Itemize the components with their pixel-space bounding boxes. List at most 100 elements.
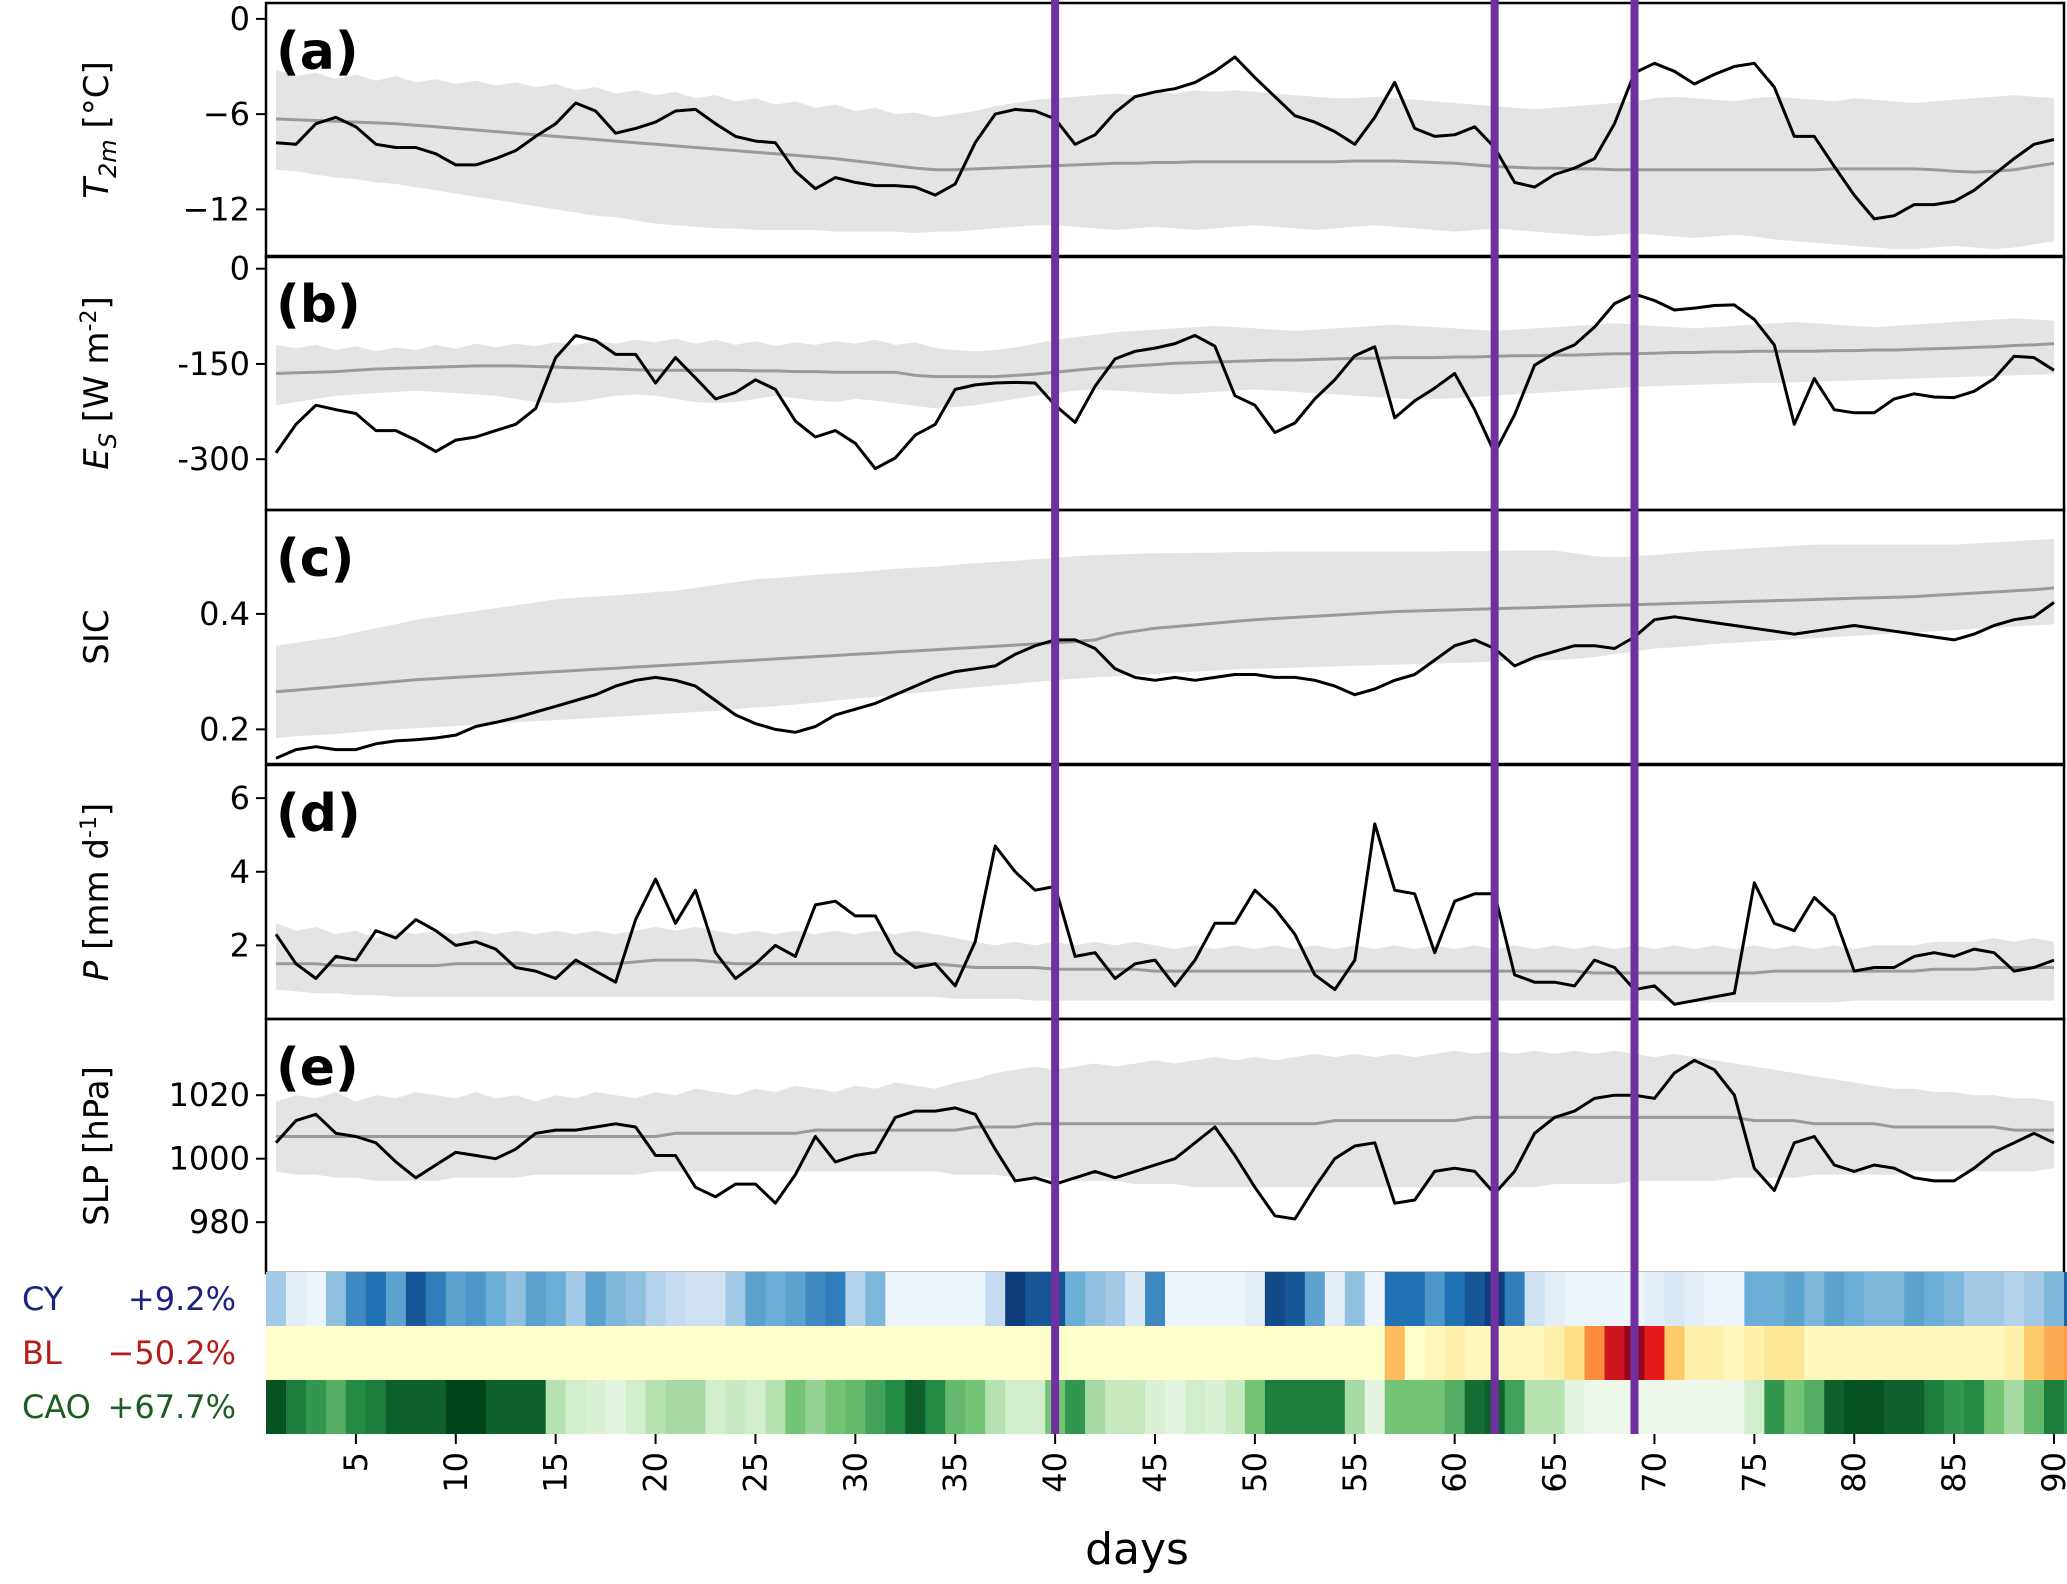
- strip-label: BL: [22, 1334, 62, 1372]
- y-tick-label: −6: [203, 95, 250, 133]
- strip-cell: [1304, 1380, 1326, 1434]
- strip-cell: [985, 1326, 1006, 1380]
- panel-letter: (d): [276, 784, 361, 844]
- strip-cell: [605, 1380, 627, 1434]
- strip-cell: [305, 1380, 327, 1434]
- strip-cell: [465, 1380, 487, 1434]
- climatology-line: [276, 1115, 2054, 1138]
- strip-cell: [805, 1326, 826, 1380]
- strip-cell: [1724, 1272, 1745, 1326]
- strip-cell: [1784, 1380, 1805, 1434]
- strip-cell: [1444, 1380, 1466, 1434]
- panel-d: 6 4 2 (d) P [mm d-1]: [77, 763, 2066, 1021]
- spread-band: [276, 1050, 2054, 1188]
- x-tick-label: 35: [936, 1452, 974, 1493]
- strip-label: CY: [22, 1280, 64, 1318]
- strip-cell: [1284, 1380, 1306, 1434]
- strip-cell: [1884, 1326, 1905, 1380]
- strip-cell: [1105, 1326, 1126, 1380]
- x-tick-label: 80: [1835, 1452, 1873, 1493]
- strip-cell: [1684, 1272, 1705, 1326]
- strip-cell: [585, 1380, 607, 1434]
- strip-cell: [2064, 1380, 2067, 1434]
- strip-cell: [1125, 1380, 1146, 1434]
- strip-cell: [1924, 1272, 1945, 1326]
- strip-cell: [565, 1380, 587, 1434]
- strip-cell: [1204, 1272, 1226, 1326]
- strip-cell: [585, 1272, 607, 1326]
- strip-cell: [1664, 1380, 1686, 1434]
- strip-cell: [1025, 1272, 1046, 1326]
- strip-cell: [965, 1326, 986, 1380]
- strip-cell: [1844, 1272, 1865, 1326]
- strip-cell: [945, 1272, 966, 1326]
- strip-cell: [266, 1380, 287, 1434]
- strip-cell: [745, 1326, 767, 1380]
- strip-cell: [1684, 1380, 1705, 1434]
- strip-cell: [1744, 1326, 1765, 1380]
- y-tick-label: -300: [177, 440, 250, 478]
- x-tick-label: 85: [1935, 1452, 1973, 1493]
- strip-cell: [365, 1380, 387, 1434]
- strip-cell: [1824, 1272, 1845, 1326]
- x-axis: 5 10 15 20 25 30 35 40 45 50 55 60 65 70 75 80 85 90: [337, 1434, 2067, 1493]
- panel-letter: (a): [276, 22, 359, 82]
- strip-cell: [785, 1272, 806, 1326]
- strip-cell: [1384, 1272, 1406, 1326]
- strip-cell: [625, 1326, 647, 1380]
- strip-cell: [665, 1380, 687, 1434]
- strip-cell: [905, 1272, 926, 1326]
- strip-cell: [1604, 1380, 1626, 1434]
- strip-cell: [405, 1272, 427, 1326]
- strip-cell: [1544, 1326, 1566, 1380]
- strip-cell: [1764, 1380, 1785, 1434]
- strip-cell: [865, 1380, 886, 1434]
- x-tick-label: 5: [337, 1452, 375, 1472]
- strip-cell: [1844, 1380, 1865, 1434]
- strip-cell: [485, 1326, 507, 1380]
- strip-cell: [1964, 1326, 1985, 1380]
- strip-percent: −50.2%: [108, 1334, 236, 1372]
- strip-cell: [1584, 1380, 1606, 1434]
- strip-cell: [1944, 1326, 1965, 1380]
- strip-cell: [1644, 1326, 1666, 1380]
- strip-cell: [1384, 1380, 1406, 1434]
- spread-band: [276, 923, 2054, 1003]
- strip-cell: [1524, 1380, 1546, 1434]
- panel-c: 0.4 0.2 (c) SIC: [77, 508, 2066, 766]
- strip-cell: [1065, 1272, 1086, 1326]
- strip-cell: [905, 1380, 926, 1434]
- strip-cell: [1145, 1380, 1166, 1434]
- strip-cell: [545, 1326, 567, 1380]
- strip-cell: [1884, 1380, 1905, 1434]
- panel-letter: (c): [276, 529, 354, 589]
- strip-cell: [385, 1380, 407, 1434]
- strip-cell: [1344, 1326, 1366, 1380]
- strip-cell: [2044, 1380, 2065, 1434]
- strip-cell: [2024, 1272, 2045, 1326]
- strip-cell: [545, 1380, 567, 1434]
- strip-cell: [465, 1326, 487, 1380]
- strip-cell: [925, 1272, 946, 1326]
- strip-cell: [765, 1272, 787, 1326]
- strip-cell: [805, 1380, 826, 1434]
- strip-cell: [1604, 1272, 1626, 1326]
- strip-cell: [865, 1326, 886, 1380]
- pattern-strips: CY +9.2% BL −50.2% CAO +67.7%: [22, 1272, 2067, 1434]
- strip-cell: [1125, 1272, 1146, 1326]
- strip-cell: [1764, 1326, 1785, 1380]
- strip-cell: [325, 1326, 347, 1380]
- strip-cell: [345, 1272, 367, 1326]
- strip-cell: [1724, 1326, 1745, 1380]
- strip-cell: [1165, 1380, 1186, 1434]
- strip-cell: [305, 1326, 327, 1380]
- strip-cell: [1424, 1380, 1446, 1434]
- strip-cell: [1344, 1272, 1366, 1326]
- strip-cell: [1224, 1326, 1246, 1380]
- strip-cell: [1184, 1272, 1206, 1326]
- strip-cell: [1904, 1380, 1925, 1434]
- strip-cell: [1404, 1326, 1426, 1380]
- strip-cell: [605, 1326, 627, 1380]
- y-tick-label: −12: [182, 190, 250, 228]
- strip-cell: [1804, 1326, 1825, 1380]
